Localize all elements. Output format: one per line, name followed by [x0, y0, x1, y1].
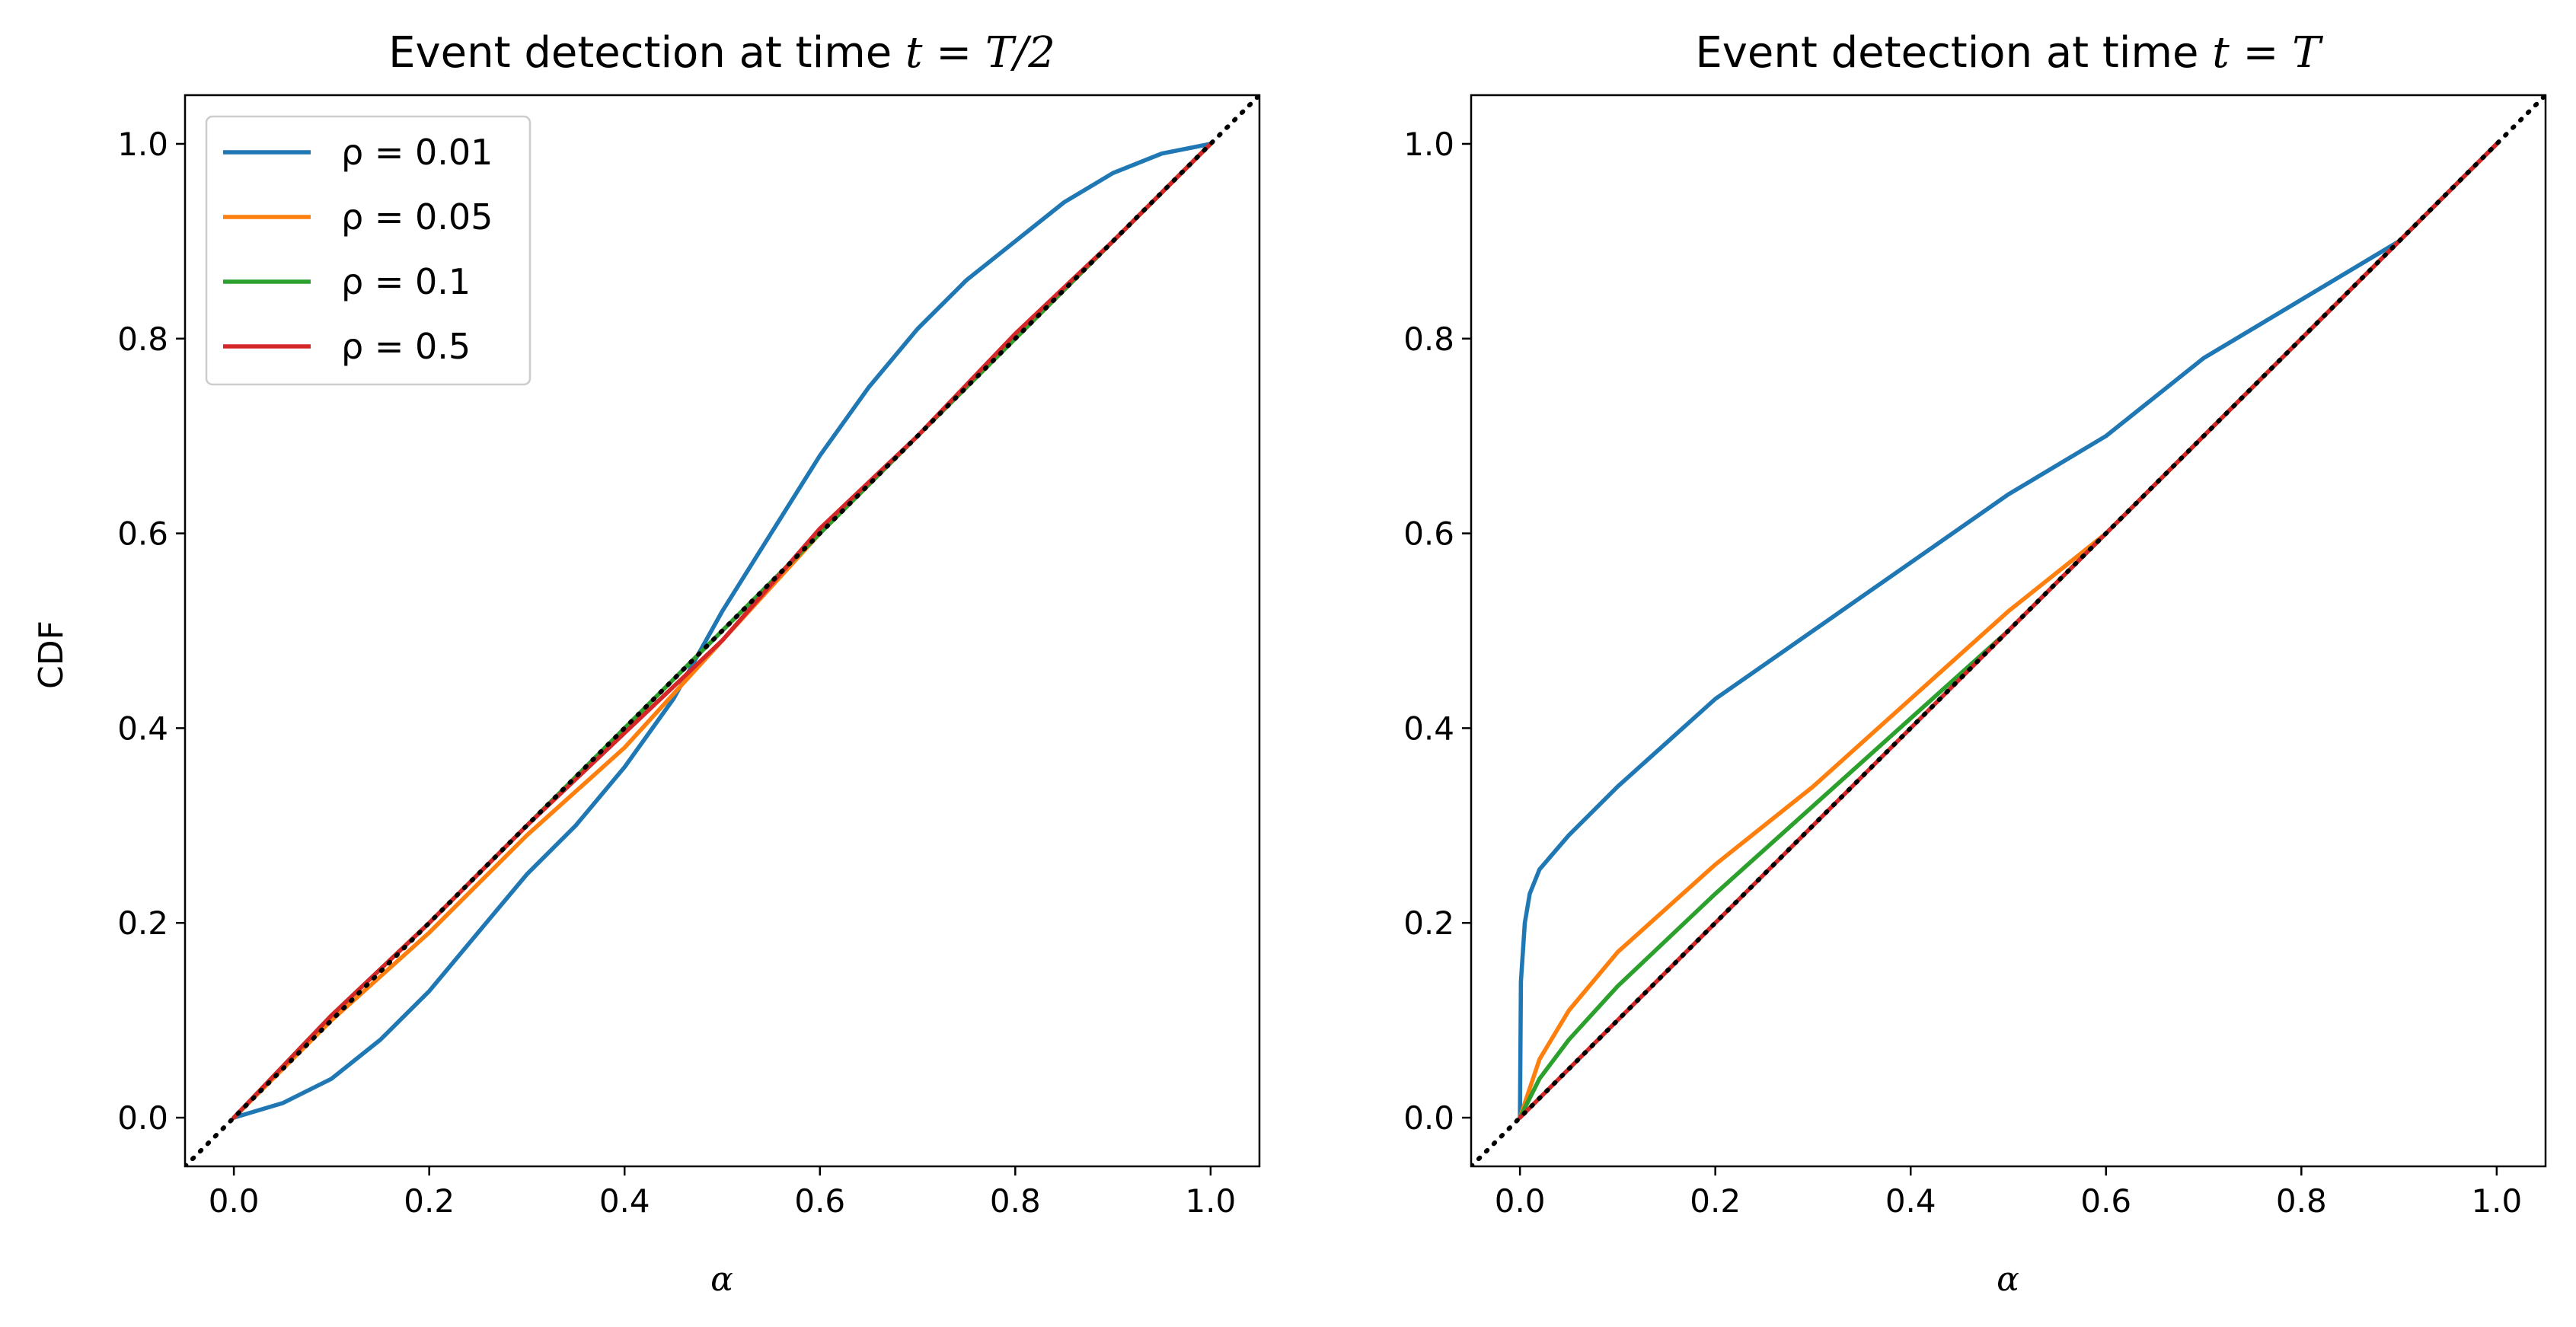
x-tick-label: 0.2 — [404, 1182, 455, 1220]
series-line — [231, 142, 1213, 1120]
x-tick-label: 0.6 — [2080, 1182, 2131, 1220]
axes-frame — [184, 94, 1261, 1168]
right-x-axis-label: α — [1997, 1260, 2019, 1299]
legend-frame — [205, 115, 531, 386]
left-y-axis-label: CDF — [32, 620, 71, 689]
y-tick-label: 0.0 — [117, 1099, 168, 1137]
legend-label: ρ = 0.5 — [341, 326, 471, 367]
x-tick-label: 0.8 — [990, 1182, 1041, 1220]
x-tick-label: 0.0 — [209, 1182, 260, 1220]
y-tick-label: 0.0 — [1403, 1099, 1454, 1137]
y-tick-label: 1.0 — [117, 126, 168, 163]
reference-diagonal-line — [1471, 95, 2546, 1166]
y-tick-label: 0.2 — [117, 904, 168, 942]
legend-label: ρ = 0.01 — [341, 132, 493, 173]
left-chart-panel: Event detection at time t = T/2 0.0 0.2 0.… — [32, 28, 1261, 1299]
left-plot-area: 0.0 0.2 0.4 0.6 0.8 1.0 0.0 0.2 0.4 0.6 0.8 1.0 — [117, 94, 1261, 1220]
left-x-axis-label: α — [710, 1260, 733, 1299]
axes-frame — [1470, 94, 2547, 1168]
y-tick-label: 0.4 — [117, 710, 168, 747]
x-tick-label: 0.0 — [1495, 1182, 1546, 1220]
x-tick-label: 1.0 — [1185, 1182, 1236, 1220]
right-chart-panel: Event detection at time t = T 0.0 0.2 0.4 0… — [1403, 28, 2547, 1299]
x-tick-label: 1.0 — [2471, 1182, 2522, 1220]
y-tick-label: 0.6 — [1403, 515, 1454, 553]
right-plot-area: 0.0 0.2 0.4 0.6 0.8 1.0 0.0 0.2 0.4 0.6 0.8 1.0 — [1403, 94, 2547, 1220]
left-chart-title: Event detection at time t = T/2 — [388, 28, 1055, 78]
y-tick-label: 0.4 — [1403, 710, 1454, 747]
x-tick-label: 0.6 — [794, 1182, 845, 1220]
legend: ρ = 0.01 ρ = 0.05 ρ = 0.1 ρ = 0.5 — [205, 115, 531, 386]
y-tick-label: 1.0 — [1403, 126, 1454, 163]
right-chart-title: Event detection at time t = T — [1695, 28, 2323, 78]
y-tick-label: 0.8 — [117, 321, 168, 358]
x-tick-label: 0.4 — [1885, 1182, 1936, 1220]
legend-label: ρ = 0.05 — [341, 196, 493, 238]
x-tick-label: 0.8 — [2276, 1182, 2327, 1220]
series-line — [1518, 142, 2499, 1120]
y-tick-label: 0.8 — [1403, 321, 1454, 358]
x-tick-label: 0.2 — [1690, 1182, 1741, 1220]
reference-diagonal-line — [185, 95, 1259, 1166]
y-tick-label: 0.6 — [117, 515, 168, 553]
y-tick-label: 0.2 — [1403, 904, 1454, 942]
x-tick-label: 0.4 — [599, 1182, 650, 1220]
legend-label: ρ = 0.1 — [341, 261, 471, 302]
